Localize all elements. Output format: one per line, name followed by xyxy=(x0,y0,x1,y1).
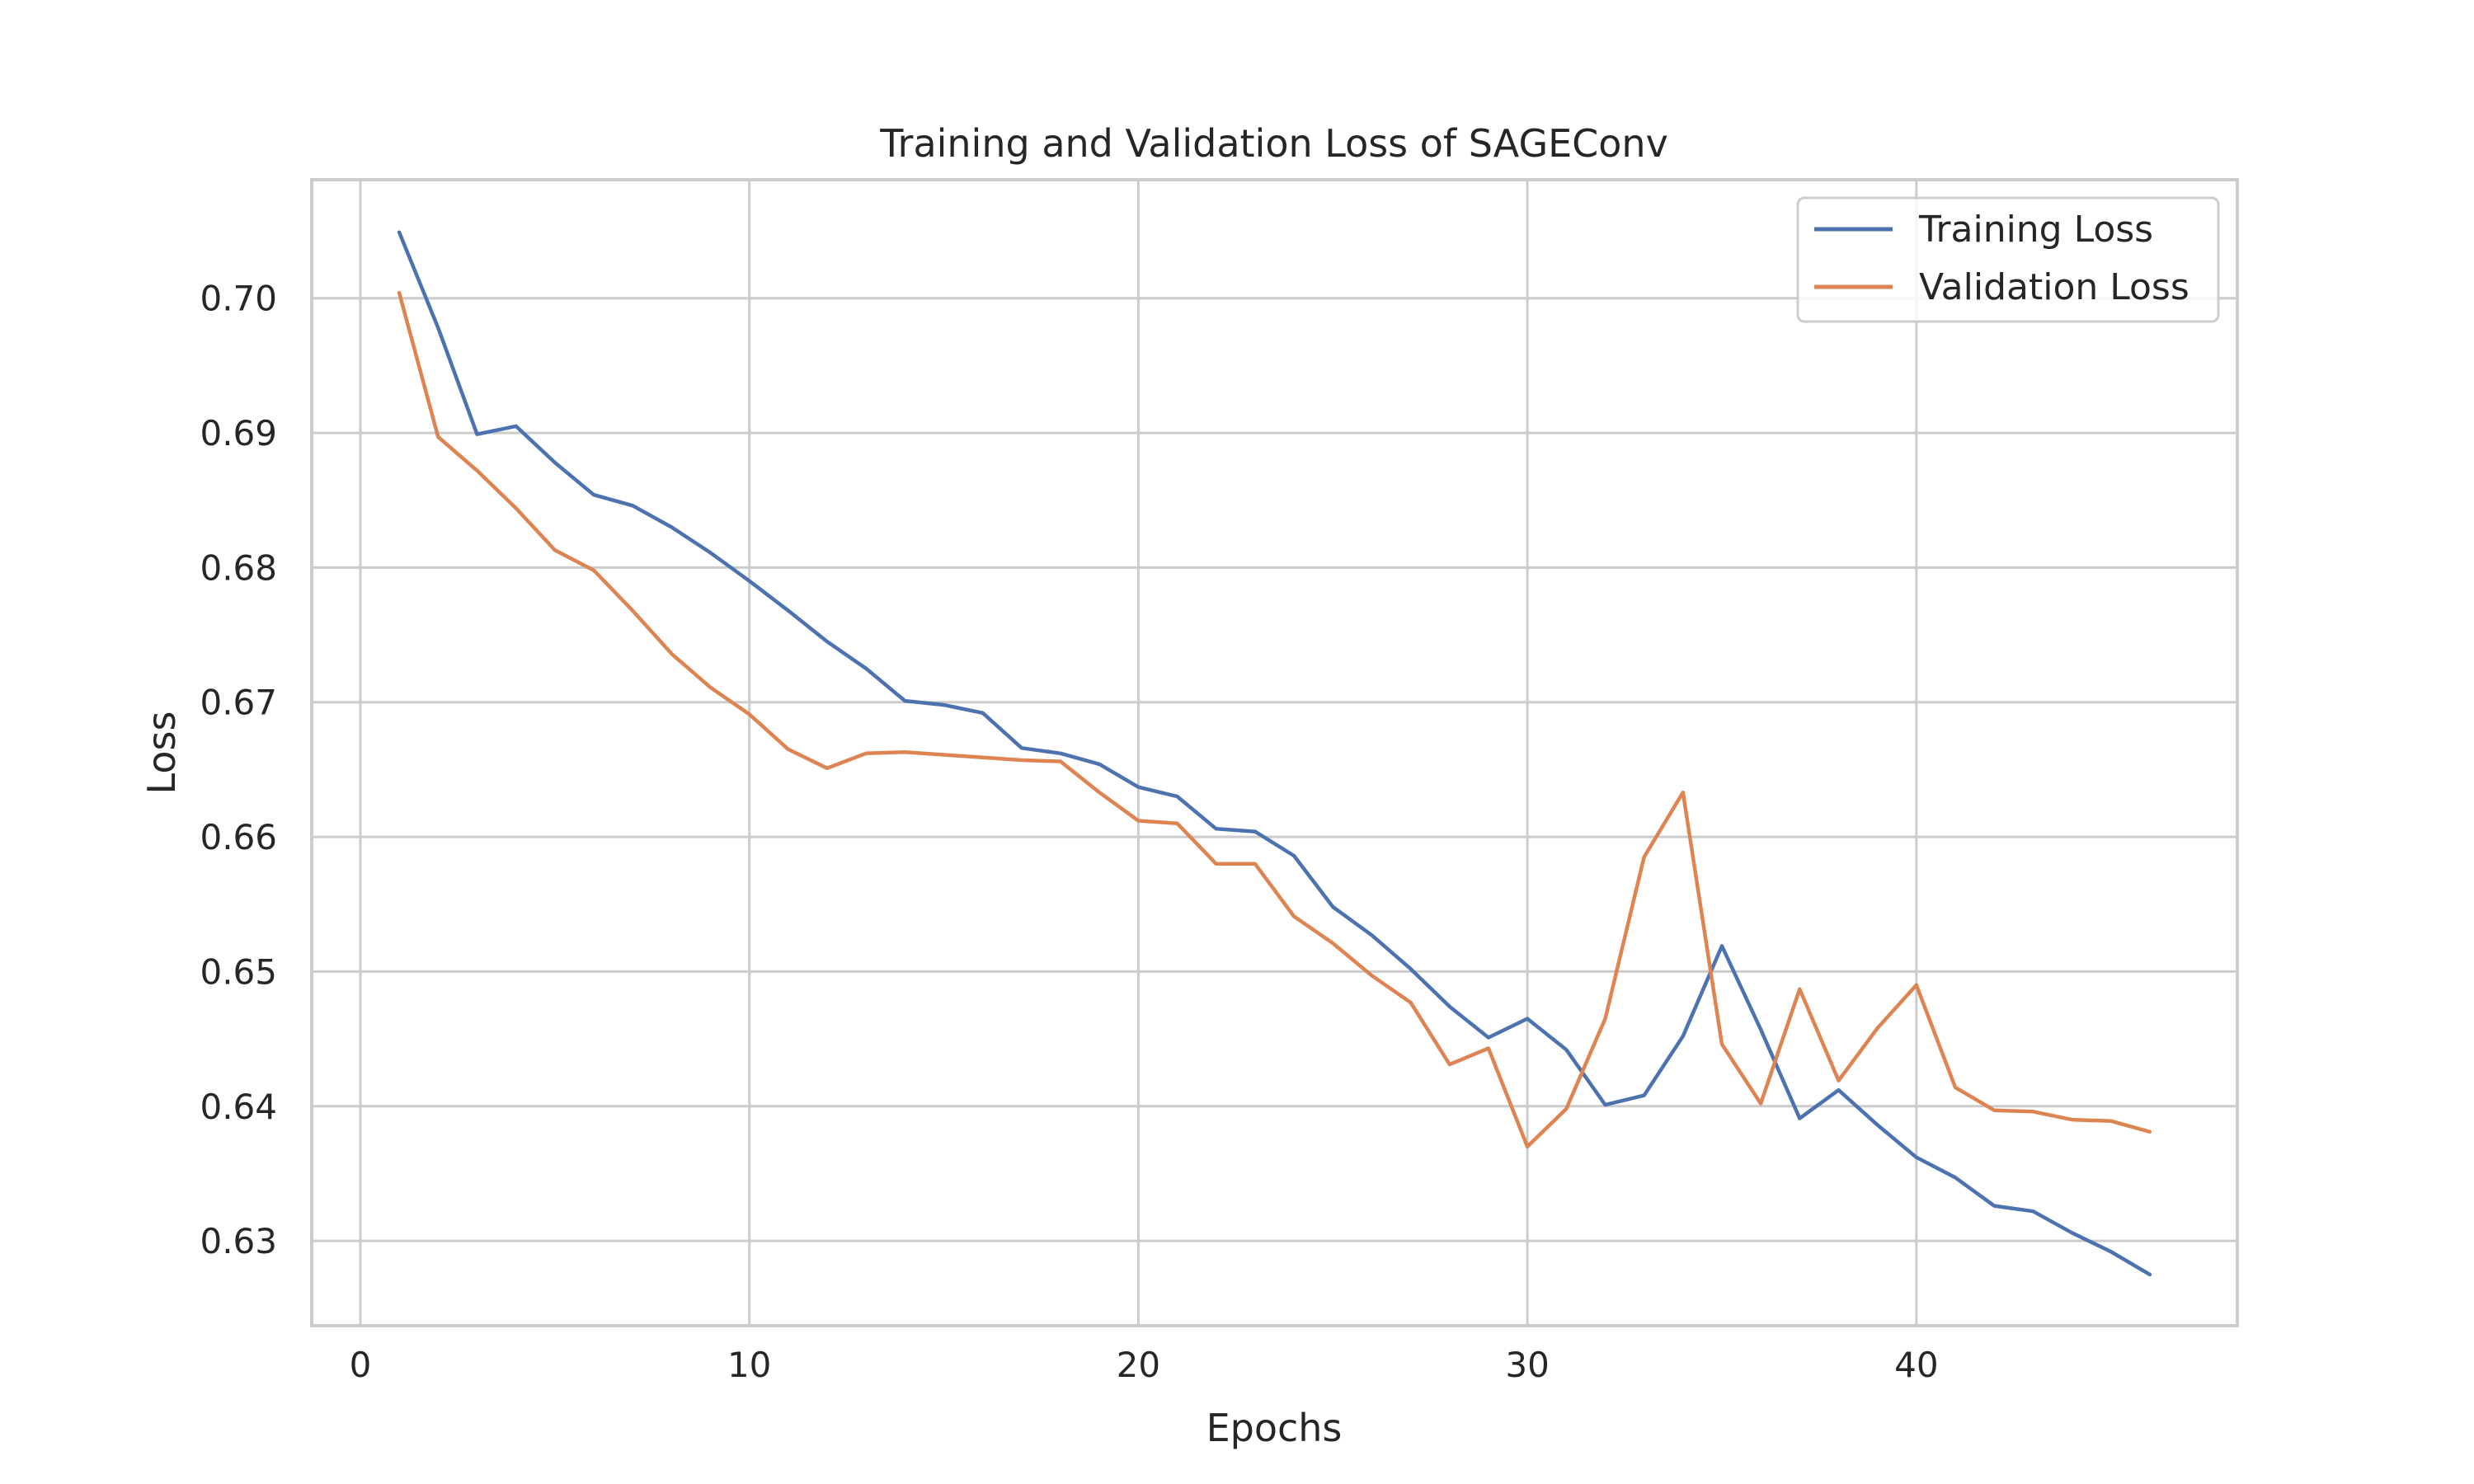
training-loss-line xyxy=(397,230,2152,1277)
legend-label-training: Training Loss xyxy=(1918,209,2153,251)
y-tick-labels: 0.63 0.64 0.65 0.66 0.67 0.68 0.69 0.70 xyxy=(200,279,277,1261)
plot-frame xyxy=(310,178,2239,1327)
y-tick-label: 0.63 xyxy=(200,1221,277,1261)
grid-lines xyxy=(312,180,2237,1326)
x-tick-label: 10 xyxy=(727,1345,771,1385)
x-tick-label: 40 xyxy=(1894,1345,1938,1385)
y-tick-label: 0.67 xyxy=(200,683,277,723)
validation-loss-line xyxy=(397,290,2152,1149)
y-tick-label: 0.69 xyxy=(200,413,277,453)
y-tick-label: 0.70 xyxy=(200,279,277,319)
x-tick-label: 30 xyxy=(1505,1345,1549,1385)
x-axis-label: Epochs xyxy=(1206,1406,1343,1450)
y-tick-label: 0.65 xyxy=(200,951,277,992)
x-tick-label: 0 xyxy=(350,1345,372,1385)
y-axis-label: Loss xyxy=(139,711,184,795)
legend-box xyxy=(1796,196,2220,323)
chart-title: Training and Validation Loss of SAGEConv xyxy=(879,121,1668,166)
y-tick-label: 0.68 xyxy=(200,547,277,588)
x-tick-label: 20 xyxy=(1117,1345,1160,1385)
y-tick-label: 0.64 xyxy=(200,1087,277,1127)
x-tick-labels: 0 10 20 30 40 xyxy=(350,1345,1939,1385)
series-lines xyxy=(397,230,2152,1277)
legend-label-validation: Validation Loss xyxy=(1919,266,2189,308)
y-tick-label: 0.66 xyxy=(200,817,277,857)
legend: Training Loss Validation Loss xyxy=(1796,196,2220,323)
